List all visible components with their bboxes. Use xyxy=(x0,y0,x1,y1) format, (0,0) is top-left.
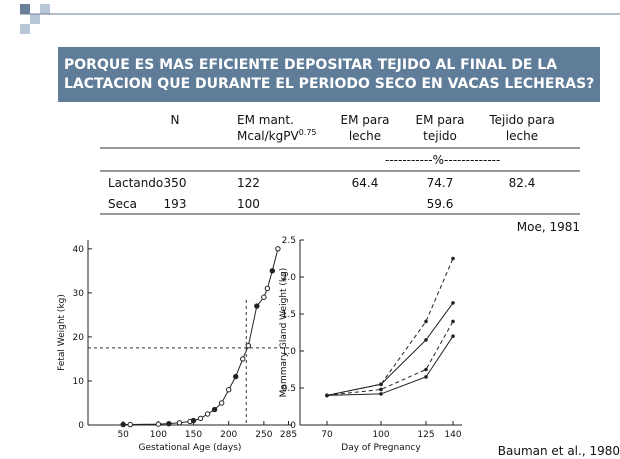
cell: 74.7 xyxy=(427,176,454,190)
deco xyxy=(20,4,30,14)
y-tick-label: 20 xyxy=(73,333,85,343)
x-tick-label: 125 xyxy=(417,430,434,440)
point xyxy=(424,367,428,372)
x-axis-label: Day of Pregnancy xyxy=(341,443,421,453)
unit-row: -----------%------------- xyxy=(385,153,500,167)
point xyxy=(451,256,455,261)
point xyxy=(225,387,232,393)
point xyxy=(240,356,246,362)
point xyxy=(379,382,383,387)
point xyxy=(325,393,329,398)
point xyxy=(204,411,211,417)
x-tick-label: 100 xyxy=(150,430,167,440)
series-line xyxy=(326,258,454,396)
x-tick-label: 140 xyxy=(444,430,461,440)
chart: 0 0.5 1.0 1.5 2.0 2.5 70 100 125 140 Day of Pregna… xyxy=(279,236,462,453)
column-header: N xyxy=(171,113,180,127)
deco xyxy=(30,14,40,24)
column-header: Tejido para xyxy=(488,113,554,127)
x-tick-label: 100 xyxy=(372,430,389,440)
point xyxy=(197,415,204,422)
y-tick-label: 1.0 xyxy=(282,347,297,357)
y-tick-label: 2.5 xyxy=(282,236,296,246)
title: LACTACION QUE DURANTE EL PERIODO SECO EN… xyxy=(64,76,594,92)
series-line xyxy=(326,321,454,396)
x-tick-label: 200 xyxy=(220,430,237,440)
point xyxy=(218,400,225,406)
point xyxy=(155,421,162,427)
point xyxy=(424,375,428,379)
cell: 59.6 xyxy=(427,197,454,211)
column-header: EM para xyxy=(415,113,464,127)
source: Moe, 1981 xyxy=(517,220,580,234)
x-tick-label: 50 xyxy=(117,430,129,440)
column-header: tejido xyxy=(423,129,457,143)
title-bar xyxy=(58,47,600,102)
cell: 193 xyxy=(164,197,187,211)
column-header: leche xyxy=(506,129,538,143)
x-tick-label: 70 xyxy=(321,430,333,440)
point xyxy=(424,338,428,342)
point xyxy=(211,406,218,413)
point xyxy=(245,343,252,349)
chart: 0 10 20 30 40 50 100 150 200 250 285 Gestational Ag… xyxy=(57,240,297,453)
column-header: leche xyxy=(349,129,381,143)
x-axis-label: Gestational Age (days) xyxy=(139,443,242,453)
series-line xyxy=(326,335,454,396)
title: PORQUE ES MAS EFICIENTE DEPOSITAR TEJIDO… xyxy=(64,57,557,73)
y-tick-label: 0 xyxy=(290,421,296,431)
series-line xyxy=(326,302,454,396)
point xyxy=(127,421,133,428)
point xyxy=(269,268,276,274)
deco xyxy=(20,24,30,34)
y-axis-label: Mammary Gland Weight (kg) xyxy=(279,268,289,398)
column-header: Mcal/kgPV0.75 xyxy=(237,128,317,143)
point xyxy=(233,373,239,380)
point xyxy=(451,319,455,324)
point xyxy=(120,421,126,428)
cell: 350 xyxy=(164,176,187,190)
y-tick-label: 0.5 xyxy=(282,384,296,394)
cell: 122 xyxy=(237,176,260,190)
point xyxy=(275,246,281,252)
column-header: EM para xyxy=(340,113,389,127)
y-tick-label: 1.5 xyxy=(282,310,296,320)
x-tick-label: 285 xyxy=(280,430,297,440)
x-tick-label: 150 xyxy=(185,430,202,440)
y-tick-label: 2.0 xyxy=(282,273,297,283)
y-tick-label: 10 xyxy=(73,377,85,387)
row-label: Seca xyxy=(108,197,137,211)
cell: 64.4 xyxy=(352,176,379,190)
point xyxy=(261,294,267,300)
cell: 82.4 xyxy=(509,176,536,190)
y-axis-label: Fetal Weight (kg) xyxy=(57,294,67,371)
point xyxy=(451,301,455,305)
cell: 100 xyxy=(237,197,260,211)
deco xyxy=(40,4,50,14)
exponent: 0.75 xyxy=(299,128,317,137)
y-tick-label: 0 xyxy=(78,421,84,431)
point xyxy=(424,319,428,324)
point xyxy=(254,303,260,309)
point xyxy=(264,285,271,292)
point xyxy=(166,420,172,427)
point xyxy=(176,420,183,426)
point xyxy=(190,417,197,424)
point xyxy=(451,334,455,339)
point xyxy=(379,392,383,396)
x-tick-label: 250 xyxy=(255,430,272,440)
y-tick-label: 30 xyxy=(73,289,85,299)
source: Bauman et al., 1980 xyxy=(498,444,620,458)
y-tick-label: 40 xyxy=(73,245,85,255)
row-label: Lactando xyxy=(108,176,163,190)
point xyxy=(379,387,383,392)
column-header: EM mant. xyxy=(237,113,294,127)
